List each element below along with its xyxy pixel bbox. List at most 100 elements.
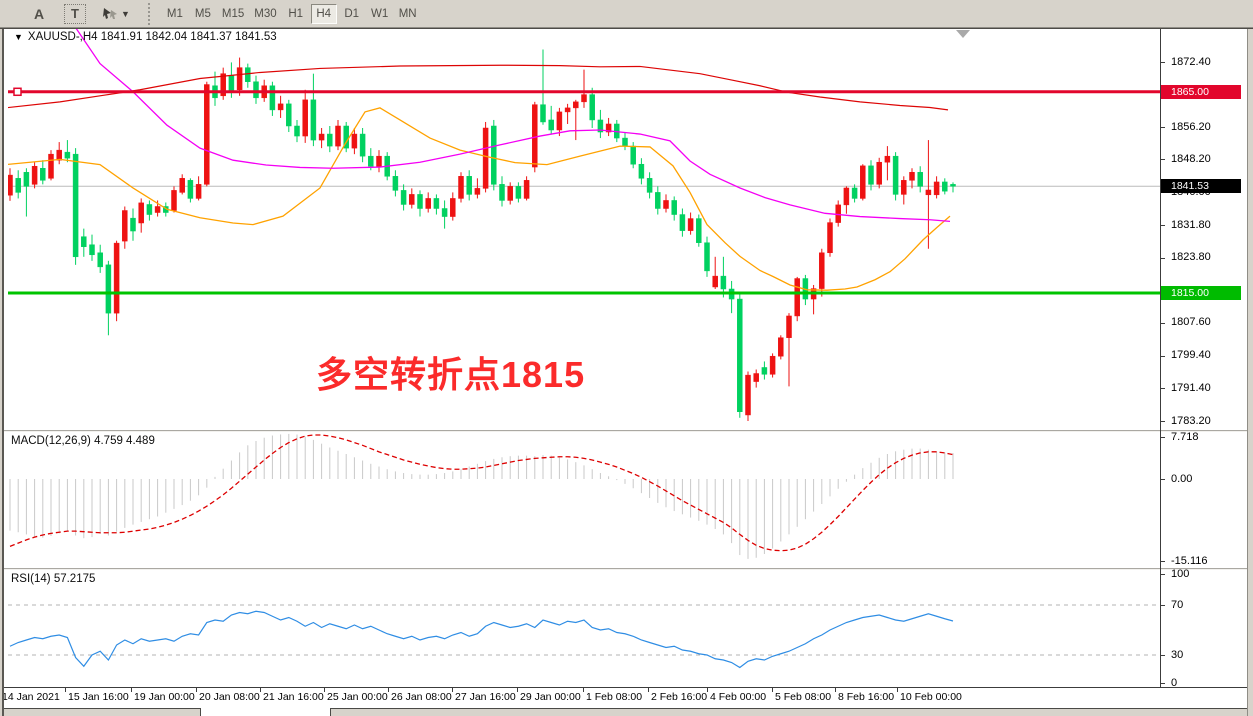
timeframe-button-mn[interactable]: MN: [398, 7, 417, 20]
chart-text-annotation[interactable]: 多空转折点1815: [316, 354, 586, 395]
rsi-tick-0-tick: [1160, 683, 1165, 684]
time-tick: [583, 688, 584, 692]
time-label: 15 Jan 16:00: [68, 691, 129, 703]
macd-tick-0: 0.00: [1171, 473, 1193, 485]
macd-indicator-pane[interactable]: [8, 432, 1160, 568]
time-tick: [131, 688, 132, 692]
time-label: 5 Feb 08:00: [775, 691, 832, 703]
time-label: 4 Feb 00:00: [710, 691, 767, 703]
cursor-arrows-icon: [103, 7, 117, 19]
time-label: 19 Jan 00:00: [134, 691, 195, 703]
bottom-strip: [0, 706, 1253, 716]
timeframe-button-h1[interactable]: H1: [288, 7, 304, 20]
price-tick-1831.80-tick: [1160, 225, 1165, 226]
time-label: 27 Jan 16:00: [455, 691, 516, 703]
time-tick: [707, 688, 708, 692]
time-label: 10 Feb 00:00: [900, 691, 962, 703]
pane-divider-main-macd[interactable]: [0, 430, 1247, 432]
time-label: 25 Jan 00:00: [327, 691, 388, 703]
time-label: 8 Feb 16:00: [838, 691, 895, 703]
time-tick: [648, 688, 649, 692]
price-tick-1848.20: 1848.20: [1171, 153, 1211, 165]
time-label: 21 Jan 16:00: [263, 691, 324, 703]
time-tick: [196, 688, 197, 692]
chart-title-text: XAUUSD-,H4 1841.91 1842.04 1841.37 1841.…: [27, 31, 277, 43]
price-tick-1823.80-tick: [1160, 258, 1165, 259]
time-tick: [452, 688, 453, 692]
rsi-tick-70: 70: [1171, 599, 1184, 611]
time-tick: [65, 688, 66, 692]
time-tick: [324, 688, 325, 692]
main-price-pane[interactable]: [8, 28, 1160, 430]
ma-mid-orange: [8, 107, 951, 291]
timeframe-button-group: M1 M5 M15 M30 H1 H4 D1 W1 MN: [161, 3, 422, 24]
time-tick: [835, 688, 836, 692]
macd-signal-line: [9, 434, 954, 552]
rsi-tick-100: 100: [1171, 568, 1190, 580]
time-label: 20 Jan 08:00: [199, 691, 260, 703]
bottom-strip-panel-right[interactable]: [330, 708, 1252, 716]
timeframe-button-m1[interactable]: M1: [166, 7, 183, 20]
timeframe-button-h4[interactable]: H4: [310, 3, 337, 24]
bottom-strip-panel-left[interactable]: [2, 708, 201, 716]
time-tick: [772, 688, 773, 692]
toolbar: A T ▼ M1 M5 M15 M30 H1 H4 D1 W1 MN: [0, 0, 1253, 28]
text-box-tool-button[interactable]: T: [64, 3, 86, 24]
time-label: 29 Jan 00:00: [520, 691, 581, 703]
time-axis-line: [4, 687, 1247, 688]
rsi-indicator-pane[interactable]: [8, 570, 1160, 687]
price-tick-1848.20-tick: [1160, 159, 1165, 160]
symbol-dropdown-icon[interactable]: ▼: [14, 32, 23, 42]
timeframe-button-m5[interactable]: M5: [194, 7, 211, 20]
chart-title[interactable]: ▼ XAUUSD-,H4 1841.91 1842.04 1841.37 1841…: [14, 31, 277, 43]
timeframe-button-w1[interactable]: W1: [371, 7, 389, 20]
chart-shift-marker-icon[interactable]: [956, 30, 970, 38]
time-label: 26 Jan 08:00: [391, 691, 452, 703]
chart-window-border-right[interactable]: [1247, 29, 1253, 716]
price-tick-1823.80: 1823.80: [1171, 251, 1211, 263]
macd-histogram: [9, 433, 954, 559]
hline-handle[interactable]: [13, 87, 22, 97]
last-price-badge: 1841.53: [1161, 179, 1241, 193]
time-tick: [897, 688, 898, 692]
time-label: 1 Feb 08:00: [586, 691, 643, 703]
price-tick-1807.60-tick: [1160, 323, 1165, 324]
macd-tick-7.718: 7.718: [1171, 431, 1199, 443]
candlestick-series: [8, 49, 956, 422]
time-tick: [260, 688, 261, 692]
chart-window-border-left: [0, 29, 2, 716]
rsi-tick-0: 0: [1171, 677, 1178, 689]
price-tick-1783.20-tick: [1160, 421, 1165, 422]
time-tick: [517, 688, 518, 692]
price-tick-1807.60: 1807.60: [1171, 316, 1211, 328]
ma-fast-magenta: [75, 28, 951, 223]
timeframe-button-d1[interactable]: D1: [344, 7, 360, 20]
pane-divider-macd-rsi[interactable]: [0, 568, 1247, 570]
macd-tick-7.718-tick: [1160, 437, 1165, 438]
time-tick: [388, 688, 389, 692]
support-price-badge: 1815.00: [1161, 286, 1241, 300]
price-tick-1856.20: 1856.20: [1171, 121, 1211, 133]
chevron-down-icon[interactable]: ▼: [121, 8, 130, 19]
timeframe-button-m30[interactable]: M30: [254, 7, 277, 20]
time-label: 14 Jan 2021: [2, 691, 60, 703]
macd-label: MACD(12,26,9) 4.759 4.489: [11, 435, 155, 447]
price-tick-1783.20: 1783.20: [1171, 415, 1211, 427]
macd-tick-0-tick: [1160, 479, 1165, 480]
price-tick-1799.40-tick: [1160, 356, 1165, 357]
rsi-tick-30-tick: [1160, 655, 1165, 656]
chart-window-border: [0, 28, 1253, 29]
cursor-tool-button[interactable]: ▼: [98, 4, 134, 24]
text-annotation-tool-button[interactable]: A: [33, 5, 45, 22]
price-tick-1799.40: 1799.40: [1171, 349, 1211, 361]
price-tick-1872.40-tick: [1160, 62, 1165, 63]
rsi-tick-100-tick: [1160, 574, 1165, 575]
rsi-tick-70-tick: [1160, 605, 1165, 606]
macd-tick--15.116: -15.116: [1171, 555, 1208, 567]
price-tick-1856.20-tick: [1160, 127, 1165, 128]
timeframe-button-m15[interactable]: M15: [221, 7, 245, 20]
rsi-label: RSI(14) 57.2175: [11, 573, 96, 585]
macd-tick--15.116-tick: [1160, 561, 1165, 562]
price-tick-1791.40-tick: [1160, 388, 1165, 389]
chart-window-border-left-inner: [2, 29, 4, 716]
